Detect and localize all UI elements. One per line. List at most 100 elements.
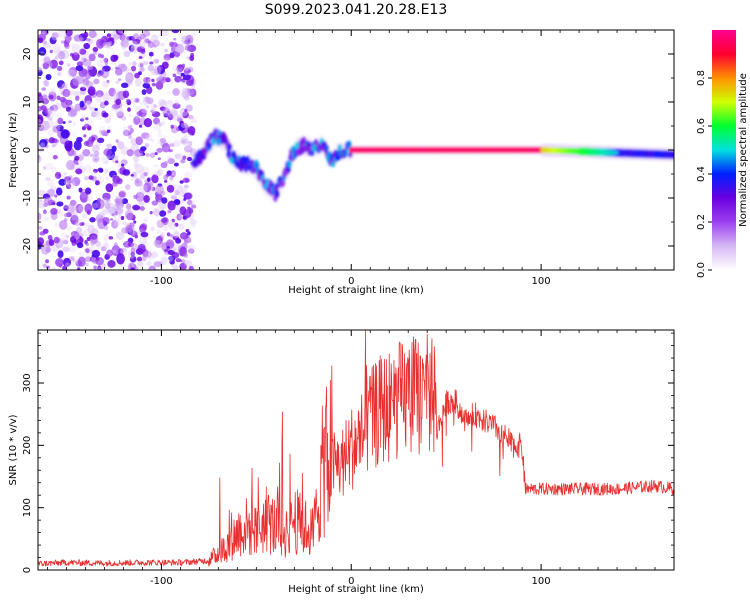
noise-blob bbox=[48, 87, 56, 95]
noise-blob bbox=[136, 260, 144, 268]
noise-blob bbox=[130, 97, 137, 104]
noise-blob bbox=[173, 162, 179, 167]
noise-blob bbox=[134, 149, 144, 157]
noise-blob bbox=[162, 135, 167, 139]
noise-blob bbox=[172, 184, 180, 191]
noise-blob bbox=[188, 265, 194, 270]
noise-blob bbox=[172, 112, 177, 117]
noise-blob bbox=[181, 87, 191, 98]
noise-blob bbox=[57, 80, 66, 89]
noise-blob bbox=[190, 118, 197, 124]
noise-blob bbox=[130, 267, 135, 270]
noise-blob bbox=[75, 218, 83, 227]
noise-blob bbox=[58, 211, 65, 217]
noise-blob bbox=[141, 166, 150, 177]
noise-blob bbox=[170, 170, 176, 178]
noise-blob bbox=[153, 170, 161, 176]
noise-blob bbox=[160, 42, 165, 47]
noise-blob bbox=[164, 249, 169, 253]
noise-blob bbox=[141, 132, 150, 139]
noise-blob bbox=[90, 153, 94, 157]
noise-blob bbox=[133, 220, 137, 224]
noise-blob bbox=[71, 133, 76, 137]
noise-blob bbox=[172, 73, 177, 78]
noise-blob bbox=[38, 155, 41, 161]
noise-blob bbox=[101, 67, 105, 72]
noise-blob bbox=[143, 250, 152, 259]
noise-blob bbox=[176, 213, 182, 221]
noise-blob bbox=[181, 139, 186, 144]
noise-blob bbox=[62, 121, 66, 124]
noise-blob bbox=[94, 180, 100, 186]
noise-blob bbox=[38, 200, 46, 209]
signal-point bbox=[337, 144, 343, 152]
noise-blob bbox=[138, 152, 144, 159]
signal-point bbox=[232, 152, 237, 160]
noise-blob bbox=[75, 226, 83, 234]
noise-blob bbox=[120, 82, 129, 88]
noise-blob bbox=[102, 112, 109, 118]
noise-blob bbox=[188, 140, 193, 147]
noise-blob bbox=[83, 176, 90, 181]
noise-blob bbox=[151, 78, 155, 83]
noise-blob bbox=[89, 217, 96, 223]
noise-blob bbox=[157, 121, 161, 125]
noise-blob bbox=[139, 184, 148, 193]
noise-blob bbox=[55, 55, 59, 60]
noise-blob bbox=[58, 86, 63, 92]
noise-blob bbox=[76, 136, 83, 143]
noise-blob bbox=[182, 74, 192, 81]
noise-blob bbox=[45, 176, 51, 181]
noise-blob bbox=[134, 180, 143, 187]
noise-blob bbox=[57, 117, 64, 125]
noise-blob bbox=[105, 202, 112, 208]
noise-blob bbox=[106, 249, 114, 257]
noise-blob bbox=[95, 199, 105, 210]
noise-blob bbox=[117, 142, 122, 146]
noise-blob bbox=[75, 203, 84, 214]
noise-blob bbox=[130, 40, 139, 49]
noise-blob bbox=[88, 175, 94, 180]
noise-blob bbox=[153, 239, 160, 246]
noise-blob bbox=[116, 111, 124, 119]
noise-blob bbox=[168, 222, 176, 230]
noise-blob bbox=[74, 232, 81, 240]
noise-blob bbox=[167, 158, 175, 165]
signal-point bbox=[207, 142, 213, 149]
spectrogram-y-tick-label: -10 bbox=[22, 190, 33, 206]
signal-core bbox=[615, 151, 619, 154]
noise-blob bbox=[150, 226, 155, 231]
noise-blob bbox=[53, 236, 60, 244]
noise-blob bbox=[183, 252, 189, 258]
noise-blob bbox=[50, 207, 58, 215]
noise-blob bbox=[151, 200, 159, 206]
noise-blob bbox=[74, 104, 79, 109]
noise-blob bbox=[160, 30, 169, 37]
noise-blob bbox=[40, 243, 50, 255]
noise-blob bbox=[100, 246, 107, 252]
noise-blob bbox=[79, 100, 85, 108]
noise-blob bbox=[166, 220, 174, 227]
noise-blob bbox=[179, 262, 187, 270]
noise-blob bbox=[58, 60, 64, 66]
noise-blob bbox=[178, 123, 186, 131]
noise-blob bbox=[101, 263, 107, 269]
noise-blob bbox=[151, 82, 156, 87]
noise-blob bbox=[62, 246, 70, 253]
noise-blob bbox=[74, 231, 80, 239]
noise-blob bbox=[67, 100, 72, 107]
signal-point bbox=[255, 162, 260, 170]
noise-blob bbox=[169, 234, 174, 238]
noise-blob bbox=[46, 120, 55, 129]
noise-blob bbox=[184, 39, 191, 45]
noise-blob bbox=[180, 72, 185, 77]
noise-blob bbox=[84, 256, 92, 262]
noise-blob bbox=[43, 203, 49, 208]
noise-blob bbox=[69, 89, 75, 95]
noise-blob bbox=[122, 169, 131, 176]
noise-blob bbox=[75, 95, 80, 101]
noise-blob bbox=[174, 99, 179, 103]
noise-blob bbox=[110, 54, 118, 63]
noise-blob bbox=[131, 65, 137, 72]
noise-blob bbox=[75, 65, 84, 72]
